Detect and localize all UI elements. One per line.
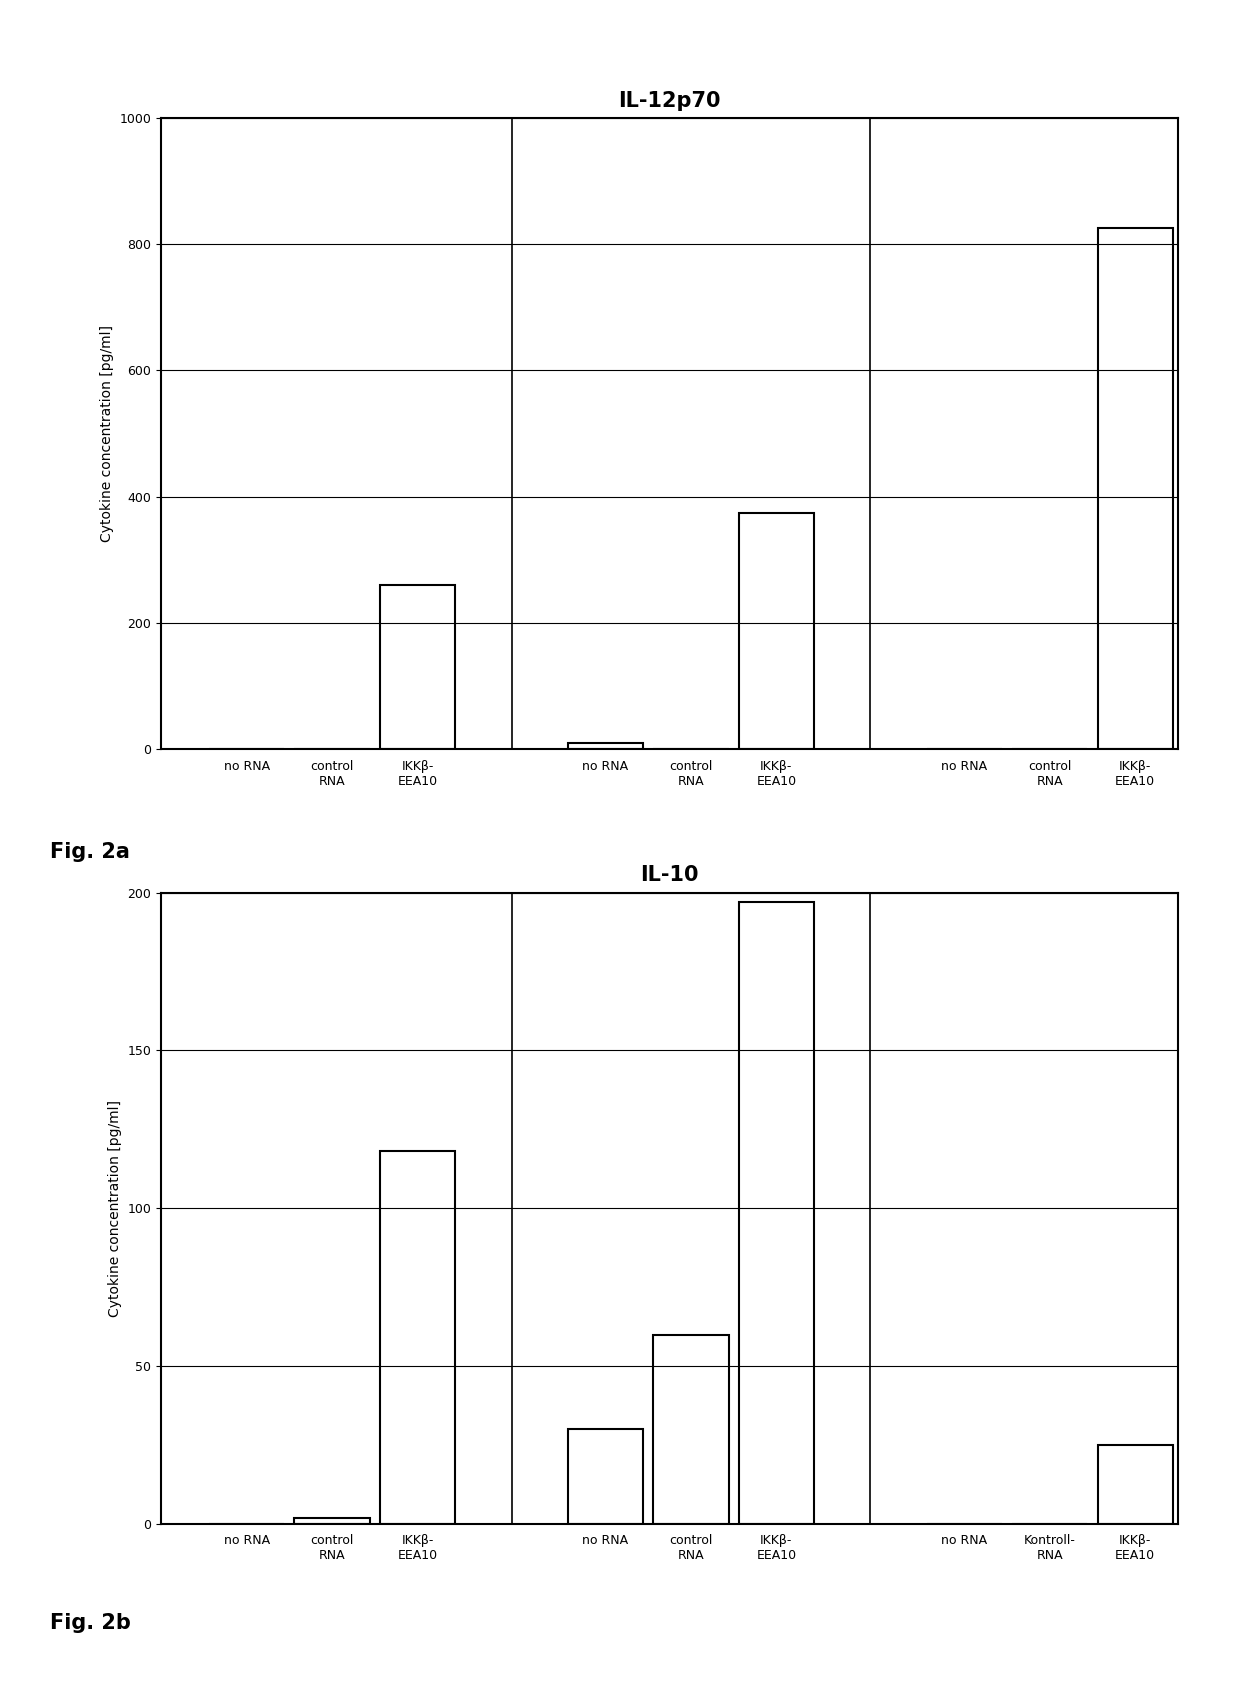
Title: IL-12p70: IL-12p70: [619, 91, 720, 111]
Bar: [653, 1334, 729, 1524]
Bar: [294, 1517, 370, 1524]
Bar: [739, 512, 813, 749]
Bar: [1097, 1445, 1173, 1524]
Y-axis label: Cytokine concentration [pg/ml]: Cytokine concentration [pg/ml]: [108, 1100, 122, 1317]
Y-axis label: Cytokine concentration [pg/ml]: Cytokine concentration [pg/ml]: [100, 325, 114, 542]
Bar: [379, 584, 455, 749]
Bar: [739, 903, 813, 1524]
Title: IL-10: IL-10: [640, 866, 699, 886]
Text: iDC: iDC: [320, 926, 345, 940]
Text: Fig. 2a: Fig. 2a: [50, 842, 129, 862]
Bar: [568, 1430, 644, 1524]
Text: iDCm: iDCm: [672, 926, 709, 940]
Text: Fig. 2b: Fig. 2b: [50, 1613, 130, 1633]
Bar: [379, 1152, 455, 1524]
Bar: [1097, 229, 1173, 749]
Bar: [568, 743, 644, 749]
Text: mDC: mDC: [1033, 926, 1066, 940]
